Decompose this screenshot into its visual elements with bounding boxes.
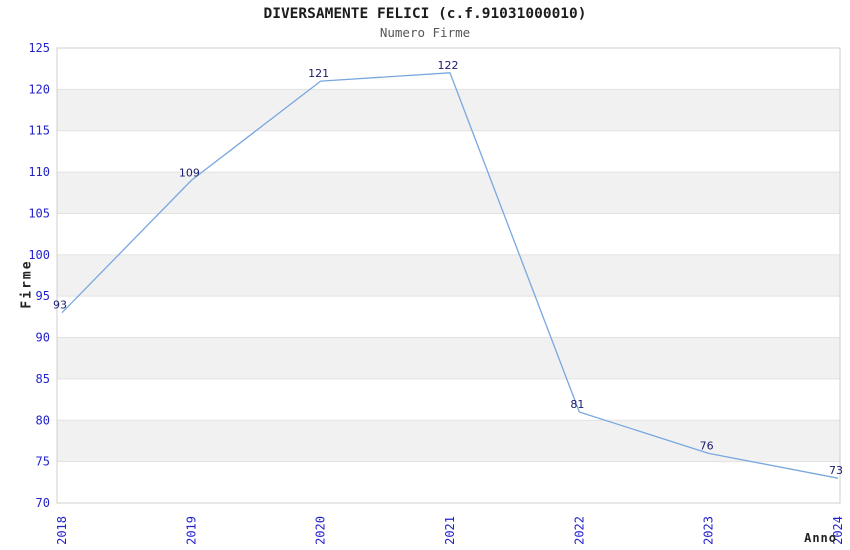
grid-band <box>57 420 840 462</box>
x-tick-label-2023: 2023 <box>702 516 716 545</box>
y-tick-label-105: 105 <box>28 206 50 220</box>
y-tick-label-95: 95 <box>36 289 50 303</box>
x-tick-label-2024: 2024 <box>831 516 845 545</box>
grid-band <box>57 89 840 131</box>
x-tick-label-2022: 2022 <box>572 516 586 545</box>
y-tick-label-70: 70 <box>36 496 50 510</box>
grid-band <box>57 172 840 214</box>
data-label-2020: 121 <box>308 67 329 80</box>
y-tick-label-85: 85 <box>36 372 50 386</box>
grid-band <box>57 337 840 379</box>
data-label-2024: 73 <box>829 464 843 477</box>
y-tick-label-125: 125 <box>28 41 50 55</box>
data-label-2018: 93 <box>53 299 67 312</box>
y-tick-label-100: 100 <box>28 248 50 262</box>
y-tick-label-110: 110 <box>28 165 50 179</box>
y-tick-label-120: 120 <box>28 82 50 96</box>
x-tick-label-2019: 2019 <box>184 516 198 545</box>
x-tick-label-2020: 2020 <box>314 516 328 545</box>
plot-border <box>56 47 841 504</box>
y-tick-label-90: 90 <box>36 331 50 345</box>
data-label-2021: 122 <box>438 59 459 72</box>
x-axis-title: Anno <box>804 531 837 545</box>
x-tick-label-2018: 2018 <box>55 516 69 545</box>
y-tick-label-115: 115 <box>28 124 50 138</box>
y-tick-label-75: 75 <box>36 455 50 469</box>
chart-title: DIVERSAMENTE FELICI (c.f.91031000010) <box>263 6 587 22</box>
data-label-2019: 109 <box>179 166 200 179</box>
x-tick-label-2021: 2021 <box>443 516 457 545</box>
data-label-2023: 76 <box>700 439 714 452</box>
data-label-2022: 81 <box>570 398 584 411</box>
series-line <box>61 72 839 479</box>
grid-band <box>57 254 840 297</box>
y-tick-label-80: 80 <box>36 413 50 427</box>
chart-subtitle: Numero Firme <box>379 25 471 40</box>
y-axis-title: Firme <box>19 259 35 309</box>
